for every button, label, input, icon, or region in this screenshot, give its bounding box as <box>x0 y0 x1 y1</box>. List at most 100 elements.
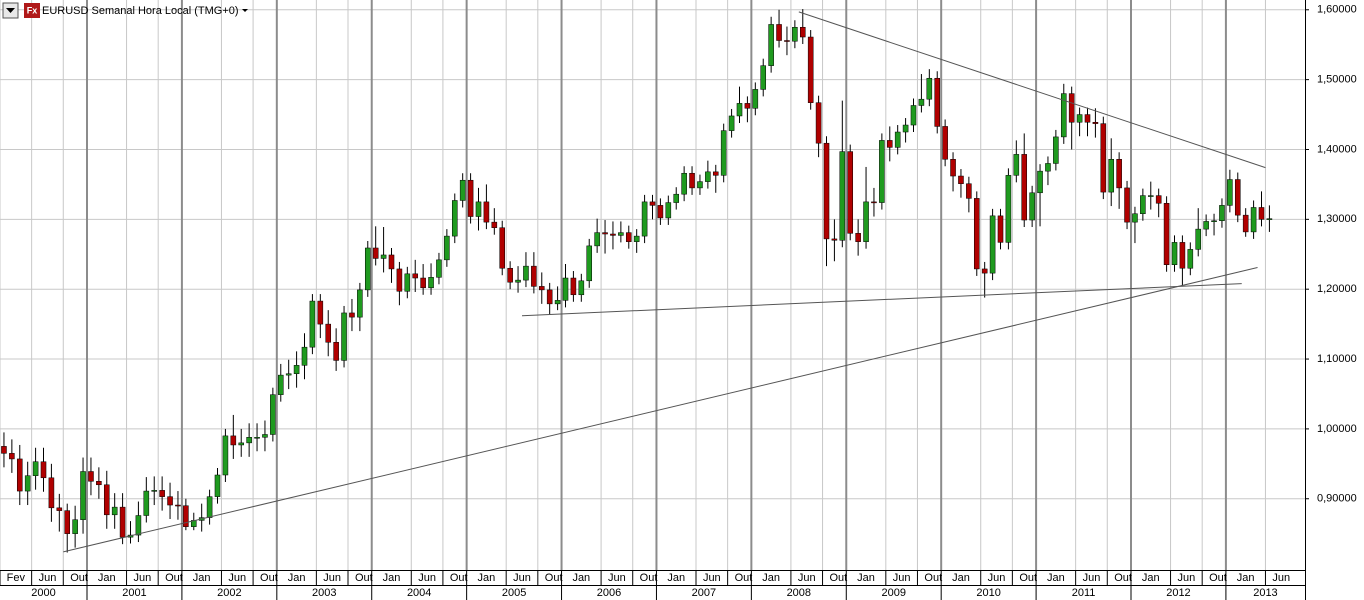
x-tick-label: Jan <box>1237 572 1255 584</box>
candle-body <box>728 115 735 131</box>
candle-body <box>1045 163 1051 172</box>
candle-body <box>760 65 767 90</box>
candle-body <box>586 245 593 282</box>
x-tick-label: Jun <box>1272 572 1290 584</box>
candle-body <box>483 201 490 223</box>
candle-body <box>309 300 316 348</box>
candle-body <box>752 89 759 109</box>
x-tick-label: Out <box>450 572 468 584</box>
candle-body <box>1100 123 1107 193</box>
candle-body <box>523 265 529 281</box>
candle-body <box>1068 93 1075 123</box>
year-label: 2000 <box>31 587 55 599</box>
candle-body <box>135 515 142 536</box>
candle-body <box>436 259 442 278</box>
candle-body <box>886 140 893 148</box>
x-tick-label: Jun <box>703 572 721 584</box>
candle-body <box>451 200 458 237</box>
candle-body <box>103 484 110 516</box>
candle-body <box>270 394 276 435</box>
x-tick-label: Out <box>735 572 753 584</box>
x-tick-label: Jan <box>1047 572 1065 584</box>
x-tick-label: Jun <box>513 572 531 584</box>
fx-icon-label: Fx <box>27 5 38 15</box>
x-tick-label: Jan <box>288 572 306 584</box>
candle-body <box>40 461 47 479</box>
axes: 0,90000 1,00000 1,10000 1,20000 1,30000 1,400… <box>0 4 1357 600</box>
candle-body <box>72 519 78 534</box>
candle-body <box>554 300 561 305</box>
candle-body <box>317 300 324 325</box>
x-tick-label: Jun <box>798 572 816 584</box>
candle-body <box>459 179 466 201</box>
candle-body <box>950 159 956 177</box>
trendline <box>63 267 1258 553</box>
candle-body <box>285 373 292 376</box>
x-tick-label: Jun <box>608 572 626 584</box>
x-tick-label: Jun <box>1083 572 1101 584</box>
candle-body <box>515 279 521 283</box>
marks <box>1 9 1273 553</box>
candle-body <box>578 280 585 296</box>
candle-body <box>380 254 387 259</box>
candle-body <box>705 171 711 182</box>
candle-body <box>807 36 814 103</box>
candle-body <box>610 233 616 236</box>
x-tick-label: Jun <box>323 572 341 584</box>
year-label: 2005 <box>502 587 526 599</box>
candle-body <box>625 232 632 242</box>
grid <box>0 0 1305 570</box>
year-label: 2002 <box>217 587 241 599</box>
candle-body <box>815 102 822 144</box>
candle-body <box>538 286 545 291</box>
candle-body <box>1258 207 1265 220</box>
candle-body <box>1195 228 1202 250</box>
candle-body <box>823 142 830 240</box>
x-tick-label: Out <box>1209 572 1227 584</box>
candle-body <box>546 289 553 305</box>
candle-body <box>633 235 640 242</box>
candle-body <box>918 98 925 106</box>
candle-body <box>689 172 695 189</box>
candle-body <box>88 471 94 482</box>
candle-body <box>412 273 419 279</box>
year-label: 2006 <box>597 587 621 599</box>
x-tick-label: Out <box>355 572 373 584</box>
candle-body <box>1219 205 1225 221</box>
x-tick-label: Jan <box>193 572 211 584</box>
x-tick-label: Jan <box>572 572 590 584</box>
y-tick-label: 0,90000 <box>1317 493 1357 505</box>
candle-body <box>507 267 513 283</box>
candle-body <box>910 105 917 126</box>
x-tick-label: Jun <box>988 572 1006 584</box>
candle-body <box>293 365 300 374</box>
x-tick-label: Out <box>260 572 278 584</box>
x-tick-label: Out <box>1114 572 1132 584</box>
x-tick-label: Jun <box>39 572 57 584</box>
candle-body <box>357 289 363 318</box>
candle-body <box>720 130 727 176</box>
candle-body <box>1187 249 1194 269</box>
candle-body <box>1092 121 1099 124</box>
candle-body <box>1163 203 1170 265</box>
candle-body <box>657 205 664 219</box>
candle-body <box>372 247 379 259</box>
candle-body <box>333 342 339 361</box>
x-tick-label: Jan <box>383 572 401 584</box>
x-tick-label: Out <box>70 572 88 584</box>
candle-body <box>602 232 608 235</box>
candle-body <box>151 490 158 492</box>
candle-body <box>1211 220 1217 222</box>
candle-body <box>499 227 506 269</box>
candle-body <box>1124 187 1130 223</box>
candle-body <box>768 24 774 66</box>
y-tick-label: 1,60000 <box>1317 4 1357 16</box>
candle-body <box>175 504 181 507</box>
candle-body <box>1021 154 1028 221</box>
candle-body <box>736 103 743 117</box>
candle-body <box>341 312 347 361</box>
candle-body <box>1147 195 1154 197</box>
candle-body <box>981 268 988 274</box>
candle-body <box>9 453 15 460</box>
